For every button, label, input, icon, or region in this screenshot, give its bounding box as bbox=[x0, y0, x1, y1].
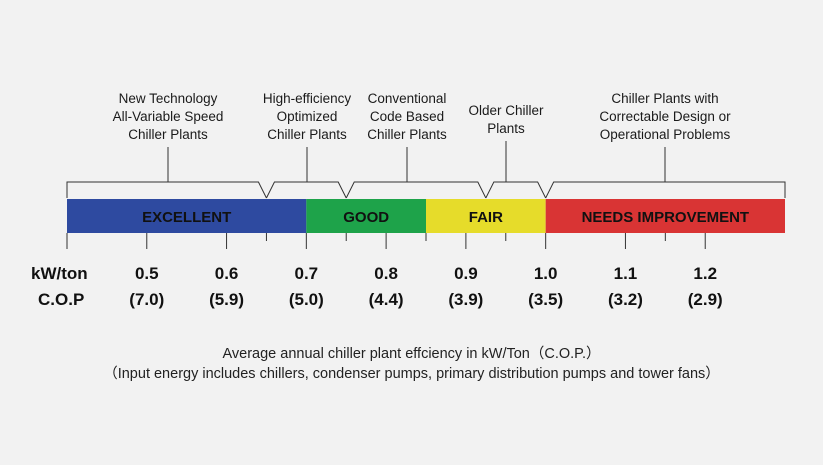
cop-value: (5.9) bbox=[209, 290, 244, 309]
band-good bbox=[306, 199, 426, 233]
band-excellent bbox=[67, 199, 307, 233]
kw-value: 1.0 bbox=[534, 264, 558, 283]
category-label: All-Variable Speed bbox=[113, 109, 224, 124]
category-bracket bbox=[485, 181, 547, 199]
cop-value: (3.5) bbox=[528, 290, 563, 309]
cop-value: (3.2) bbox=[608, 290, 643, 309]
category-label: Older Chiller bbox=[468, 103, 544, 118]
band-fair bbox=[426, 199, 546, 233]
band-label: FAIR bbox=[469, 209, 503, 226]
footer-caption: Average annual chiller plant effciency i… bbox=[222, 346, 601, 362]
category-bracket bbox=[345, 181, 487, 199]
kw-value: 1.2 bbox=[693, 264, 717, 283]
band-label: GOOD bbox=[343, 209, 389, 226]
kw-value: 0.9 bbox=[454, 264, 478, 283]
footer-note: （Input energy includes chillers, condens… bbox=[103, 366, 720, 382]
category-label: Chiller Plants bbox=[367, 127, 447, 142]
category-label: Operational Problems bbox=[600, 127, 731, 142]
category-bracket bbox=[66, 181, 267, 199]
category-label: Chiller Plants with bbox=[611, 91, 718, 106]
kw-value: 0.8 bbox=[374, 264, 398, 283]
category-label: Plants bbox=[487, 121, 525, 136]
category-bracket bbox=[265, 181, 347, 199]
band-label: EXCELLENT bbox=[142, 209, 231, 226]
cop-value: (7.0) bbox=[129, 290, 164, 309]
cop-value: (5.0) bbox=[289, 290, 324, 309]
category-label: Conventional bbox=[368, 91, 447, 106]
kw-value: 0.7 bbox=[295, 264, 319, 283]
cop-value: (2.9) bbox=[688, 290, 723, 309]
row-label-cop: C.O.P bbox=[38, 290, 84, 309]
category-label: Chiller Plants bbox=[267, 127, 347, 142]
category-bracket bbox=[545, 181, 786, 199]
category-label: Chiller Plants bbox=[128, 127, 208, 142]
cop-value: (4.4) bbox=[369, 290, 404, 309]
category-label: Optimized bbox=[277, 109, 338, 124]
kw-value: 0.6 bbox=[215, 264, 239, 283]
category-label: Correctable Design or bbox=[599, 109, 731, 124]
category-label: New Technology bbox=[119, 91, 218, 106]
category-label: Code Based bbox=[370, 109, 444, 124]
band-label: NEEDS IMPROVEMENT bbox=[582, 209, 750, 226]
band-needs-improvement bbox=[545, 199, 785, 233]
kw-value: 0.5 bbox=[135, 264, 159, 283]
cop-value: (3.9) bbox=[448, 290, 483, 309]
row-label-kw: kW/ton bbox=[31, 264, 88, 283]
category-label: High-efficiency bbox=[263, 91, 352, 106]
kw-value: 1.1 bbox=[614, 264, 638, 283]
